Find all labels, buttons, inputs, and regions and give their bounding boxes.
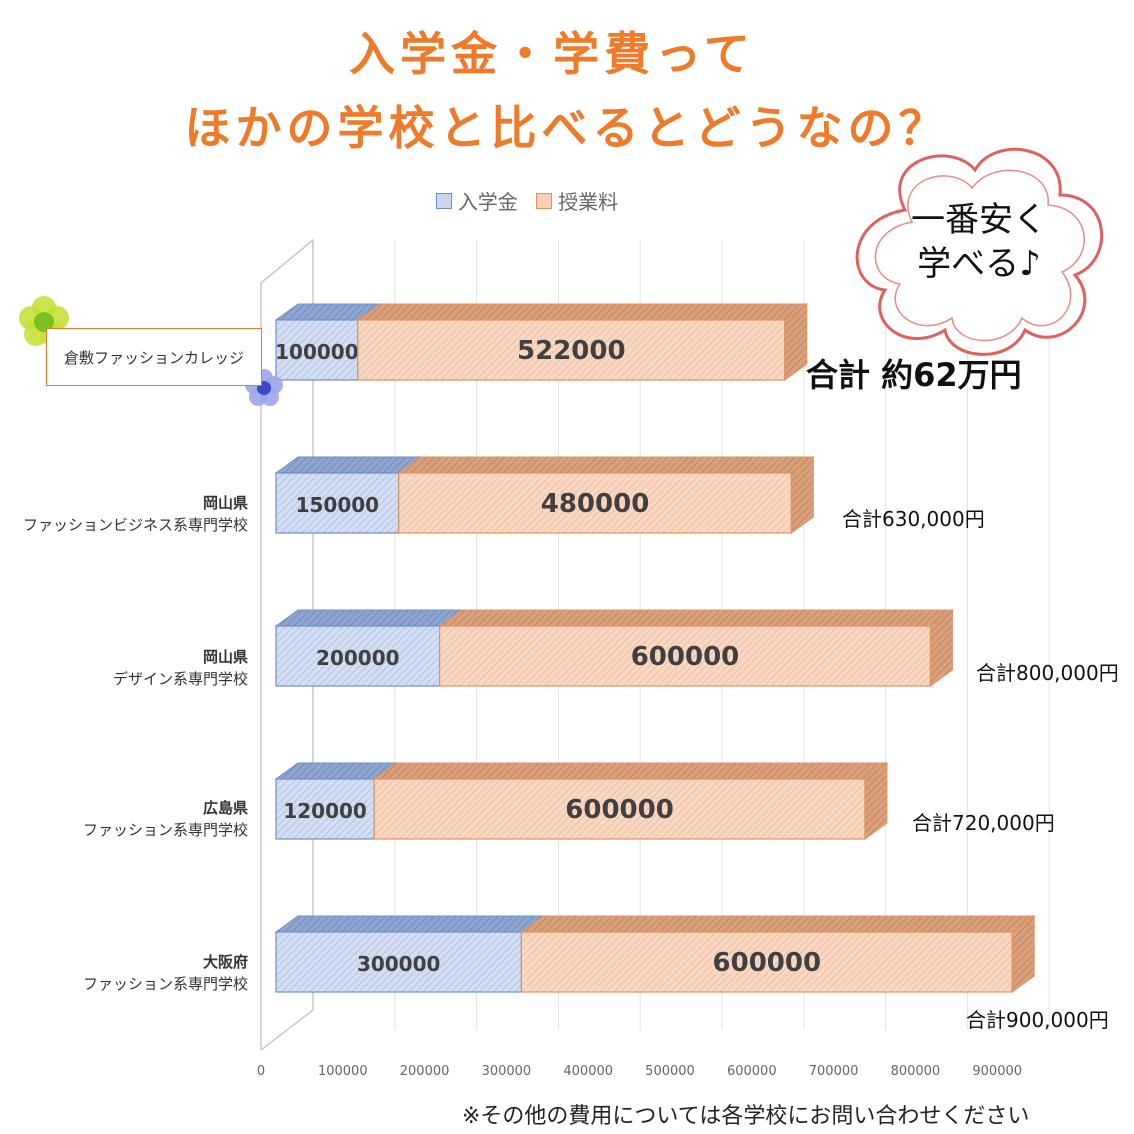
bar-top-0-1 [274, 456, 423, 474]
cloud-callout [855, 147, 1104, 356]
bar-0-1 [275, 472, 400, 534]
data-label-1-0: 522000 [517, 336, 626, 366]
bar-1-1 [398, 472, 792, 534]
bar-1-0 [357, 319, 786, 381]
bar-top-0-2 [274, 609, 464, 627]
category-label-2-line-1: 岡山県 [202, 648, 248, 666]
x-tick-label-3: 300000 [482, 1064, 532, 1079]
x-tick-labels: 0 100000 200000 300000 400000 500000 600000 700… [257, 1064, 1022, 1079]
x-tick-label-4: 400000 [563, 1064, 613, 1079]
legend-item-admission: 入学金 [435, 186, 518, 215]
legend-label-tuition: 授業料 [558, 190, 619, 214]
chart-wall [260, 238, 314, 1051]
category-label-4: 大阪府 ファッション系専門学校 [10, 951, 248, 995]
bar-0-0 [275, 319, 359, 381]
category-label-3-line-1: 広島県 [202, 799, 248, 817]
page-title-line-2: ほかの学校と比べるとどうなの？ [184, 101, 950, 155]
cloud-shape [855, 147, 1104, 356]
page-title-line-1: 入学金・学費って [349, 27, 755, 81]
bar-side-1 [790, 456, 814, 534]
category-label-2-line-2: デザイン系専門学校 [112, 670, 248, 688]
callout-line-2: 学べる♪ [917, 244, 1041, 284]
x-tick-label-2: 200000 [400, 1064, 450, 1079]
data-label-1-1: 480000 [541, 489, 650, 519]
bar-1-2 [439, 625, 931, 687]
bar-top-1-4 [519, 915, 1036, 933]
total-label-1: 合計630,000円 [842, 507, 985, 531]
category-label-0-text: 倉敷ファッションカレッジ [63, 348, 244, 367]
chart-legend: 入学金 授業料 [0, 186, 1134, 215]
bar-top-0-4 [274, 915, 545, 933]
legend-swatch-tuition [536, 192, 553, 209]
bar-top-1-0 [356, 303, 809, 321]
bar-side-2 [929, 609, 953, 687]
x-tick-label-0: 0 [257, 1064, 265, 1079]
data-label-1-4: 600000 [713, 948, 822, 978]
data-label-0-1: 150000 [296, 493, 380, 517]
bar-side-4 [1011, 915, 1035, 993]
legend-item-tuition: 授業料 [536, 186, 618, 215]
category-label-2: 岡山県 デザイン系専門学校 [10, 646, 248, 690]
x-tick-label-9: 900000 [972, 1064, 1022, 1079]
x-tick-label-6: 600000 [727, 1064, 777, 1079]
callout-text: 一番安く 学べる♪ [872, 198, 1086, 286]
data-label-0-3: 120000 [283, 799, 367, 823]
bar-1-3 [373, 778, 866, 840]
category-label-4-line-2: ファッション系専門学校 [82, 975, 248, 993]
legend-swatch-admission [435, 192, 452, 209]
bar-0-4 [275, 931, 522, 993]
total-label-highlight: 合計 約62万円 [806, 356, 1022, 394]
cloud-inner-line [874, 169, 1085, 342]
category-label-3-line-2: ファッション系専門学校 [82, 821, 248, 839]
x-tick-label-8: 800000 [891, 1064, 941, 1079]
bars-layer: 100000 522000 150000 480000 200000 600000 1200… [274, 303, 1036, 993]
total-label-2: 合計800,000円 [976, 661, 1119, 685]
data-label-0-2: 200000 [316, 646, 400, 670]
bar-top-1-2 [438, 609, 954, 627]
category-label-1: 岡山県 ファッションビジネス系専門学校 [10, 492, 248, 536]
footnote: ※その他の費用については各学校にお問い合わせください [462, 1104, 1030, 1129]
bar-top-1-1 [397, 456, 815, 474]
bar-side-3 [864, 762, 888, 840]
total-label-4: 合計900,000円 [966, 1008, 1109, 1032]
callout-line-1: 一番安く [911, 200, 1047, 240]
x-tick-label-5: 500000 [645, 1064, 695, 1079]
bar-top-1-3 [372, 762, 889, 780]
category-label-1-line-2: ファッションビジネス系専門学校 [22, 516, 248, 534]
category-label-1-line-1: 岡山県 [202, 494, 248, 512]
bar-0-3 [275, 778, 375, 840]
category-label-3: 広島県 ファッション系専門学校 [10, 797, 248, 841]
bar-0-2 [275, 625, 441, 687]
data-label-1-2: 600000 [631, 642, 740, 672]
total-label-3: 合計720,000円 [912, 811, 1055, 835]
category-label-4-line-1: 大阪府 [202, 953, 248, 971]
x-tick-label-7: 700000 [809, 1064, 859, 1079]
category-label-0: 倉敷ファッションカレッジ [46, 328, 262, 386]
bar-side-0 [784, 303, 808, 381]
bar-1-4 [520, 931, 1013, 993]
x-tick-label-1: 100000 [318, 1064, 368, 1079]
data-label-0-0: 100000 [275, 340, 359, 364]
data-label-1-3: 600000 [565, 795, 674, 825]
legend-label-admission: 入学金 [457, 190, 518, 214]
data-label-0-4: 300000 [357, 952, 441, 976]
